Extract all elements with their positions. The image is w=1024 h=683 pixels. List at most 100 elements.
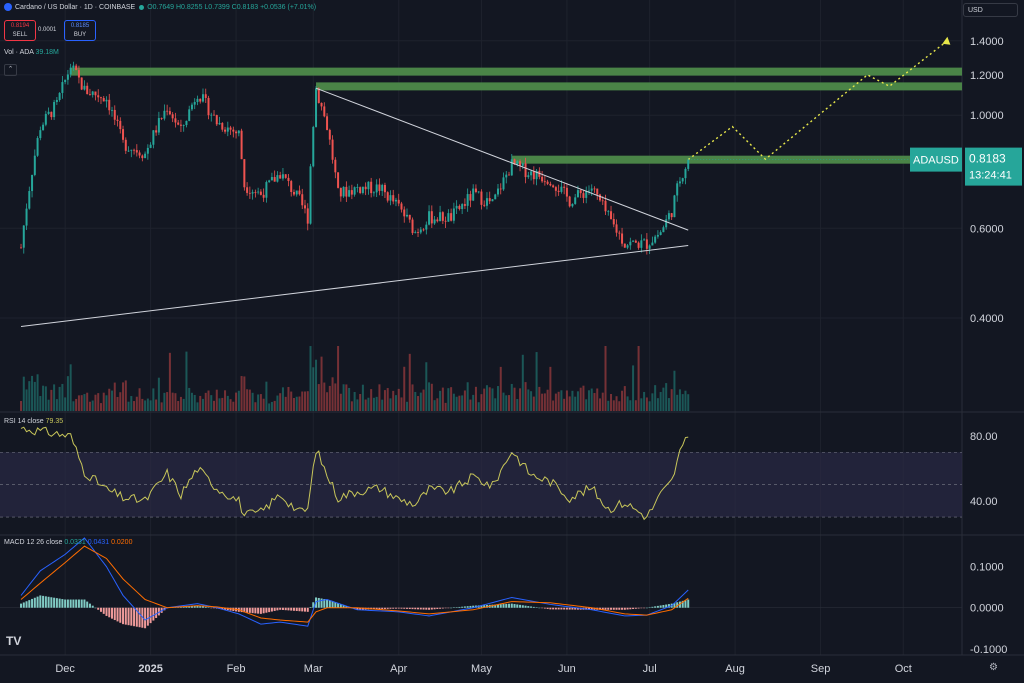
candle-body <box>508 174 511 176</box>
macd-histogram-bar <box>130 607 133 626</box>
volume-bar <box>648 401 651 411</box>
candle-body <box>298 190 301 195</box>
buy-button[interactable]: 0.8185 BUY <box>64 20 96 41</box>
price-tick-label: 1.2000 <box>970 70 1004 82</box>
macd-histogram-bar <box>381 607 384 610</box>
candle-body <box>72 65 75 68</box>
macd-histogram-bar <box>681 600 684 608</box>
volume-bar <box>39 396 42 411</box>
volume-legend[interactable]: Vol · ADA 39.18M <box>4 49 59 56</box>
macd-histogram-bar <box>632 607 635 610</box>
volume-bar <box>348 387 351 411</box>
macd-histogram-bar <box>292 607 295 611</box>
macd-histogram-bar <box>463 606 466 608</box>
macd-histogram-bar <box>604 607 607 610</box>
macd-histogram-bar <box>667 604 670 608</box>
candle-body <box>571 203 574 207</box>
price-tick-label: 0.6000 <box>970 223 1004 235</box>
candle-body <box>557 190 560 192</box>
macd-histogram-bar <box>240 607 243 613</box>
time-axis[interactable]: Dec 2025 Feb Mar Apr May Jun Jul Aug Sep Oct <box>55 663 911 675</box>
volume-bar <box>116 396 119 411</box>
candle-body <box>138 152 141 156</box>
candle-body <box>436 219 439 222</box>
macd-histogram-bar <box>268 607 271 613</box>
volume-bar <box>320 356 323 411</box>
volume-bar <box>317 384 320 411</box>
time-tick-label: 2025 <box>138 663 162 675</box>
volume-bar <box>61 383 64 411</box>
candle-body <box>91 91 94 95</box>
candle-body <box>610 211 613 220</box>
candle-body <box>193 102 196 105</box>
volume-bar <box>687 394 690 411</box>
volume-bar <box>130 396 133 411</box>
macd-histogram-bar <box>389 607 392 609</box>
volume-bar <box>188 387 191 411</box>
volume-bar <box>97 393 100 411</box>
macd-histogram-bar <box>199 606 202 608</box>
candle-body <box>665 219 668 228</box>
macd-histogram-bar <box>210 607 213 609</box>
candle-body <box>240 130 243 160</box>
candle-body <box>28 191 31 209</box>
volume-bar <box>259 394 262 411</box>
volume-bar <box>361 384 364 411</box>
volume-bar <box>124 380 127 411</box>
macd-histogram-bar <box>301 607 304 612</box>
currency-select[interactable]: USD <box>963 3 1018 17</box>
volume-bar <box>508 395 511 411</box>
macd-histogram-bar <box>290 607 293 611</box>
settings-gear-icon[interactable]: ⚙ <box>989 662 998 673</box>
volume-bar <box>408 353 411 411</box>
volume-bar <box>488 387 491 411</box>
candle-body <box>389 195 392 201</box>
volume-bar <box>213 400 216 411</box>
volume-bar <box>53 384 56 411</box>
volume-bar <box>441 387 444 411</box>
volume-bar <box>226 395 229 411</box>
candle-body <box>317 88 320 103</box>
candle-body <box>119 120 122 130</box>
candle-body <box>502 177 505 190</box>
tradingview-logo-icon[interactable]: TV <box>6 634 22 648</box>
candle-body <box>626 245 629 248</box>
time-tick-label: Jun <box>558 663 576 675</box>
macd-histogram-bar <box>265 607 268 613</box>
candle-body <box>607 211 610 213</box>
volume-bar <box>640 398 643 411</box>
candle-body <box>218 123 221 125</box>
price-axis[interactable]: 1.4000 1.2000 1.0000 0.6000 0.4000 80.00 40.00… <box>970 36 1007 656</box>
volume-bar <box>201 398 204 411</box>
macd-legend[interactable]: MACD 12 26 close 0.0331 0.0431 0.0200 <box>4 539 132 546</box>
volume-bar <box>138 388 141 411</box>
macd-histogram-bar <box>552 607 555 610</box>
macd-histogram-bar <box>58 598 61 608</box>
symbol-title[interactable]: Cardano / US Dollar · 1D · COINBASE <box>15 3 136 11</box>
candle-body <box>127 150 130 152</box>
rsi-legend[interactable]: RSI 14 close 79.35 <box>4 418 63 425</box>
volume-bar <box>193 394 196 411</box>
macd-histogram-bar <box>20 603 23 608</box>
candle-body <box>155 130 158 133</box>
volume-bar <box>590 388 593 411</box>
candle-body <box>251 192 254 194</box>
macd-histogram-bar <box>532 606 535 608</box>
candle-body <box>590 188 593 191</box>
collapse-legend-icon[interactable]: ⌃ <box>4 64 17 76</box>
candle-body <box>593 188 596 190</box>
candle-body <box>113 109 116 120</box>
macd-histogram-bar <box>543 607 546 609</box>
macd-histogram-bar <box>383 607 386 609</box>
macd-histogram-bar <box>55 598 58 608</box>
volume-bar <box>31 375 34 411</box>
volume-bar <box>215 389 218 411</box>
volume-bar <box>436 398 439 411</box>
candle-body <box>604 200 607 212</box>
candle-body <box>684 168 687 179</box>
macd-histogram-bar <box>279 607 282 610</box>
sell-button[interactable]: 0.8194 SELL <box>4 20 36 41</box>
candle-body <box>359 187 362 193</box>
price-tick-label: 0.4000 <box>970 313 1004 325</box>
price-tick-label: 1.0000 <box>970 110 1004 122</box>
